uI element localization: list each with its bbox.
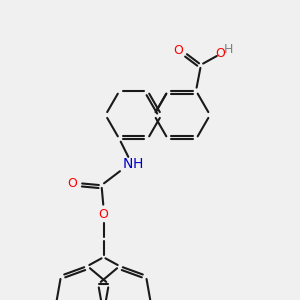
Text: N: N: [122, 157, 133, 171]
Text: O: O: [215, 47, 225, 60]
Text: H: H: [132, 157, 143, 171]
Text: O: O: [173, 44, 183, 57]
Text: O: O: [68, 177, 77, 190]
Text: H: H: [223, 43, 233, 56]
Text: O: O: [99, 208, 108, 221]
